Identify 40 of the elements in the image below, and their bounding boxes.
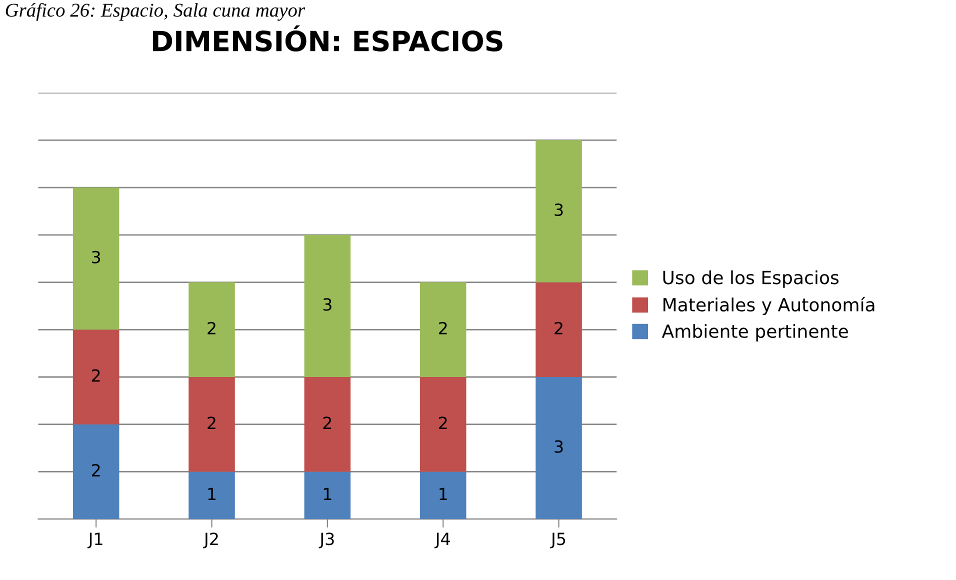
- bar: [420, 377, 466, 472]
- bar: [188, 472, 235, 520]
- data-label: 2: [92, 464, 100, 476]
- data-label: 2: [208, 416, 216, 429]
- bar: [536, 140, 582, 282]
- x-tick-label: J5: [550, 532, 566, 548]
- bar: [304, 377, 351, 472]
- legend-label: Materiales y Autonomía: [664, 296, 874, 316]
- data-label: 3: [323, 298, 332, 311]
- bar: [304, 472, 351, 520]
- data-label: 2: [92, 369, 100, 382]
- bar: [72, 188, 120, 330]
- text: Gráfico 26: Espacio, Sala cuna mayor: [6, 2, 306, 21]
- data-label: 1: [440, 488, 447, 500]
- x-tick-label: J1: [87, 532, 102, 548]
- legend-label: Ambiente pertinente: [662, 324, 848, 342]
- data-label: 2: [439, 416, 447, 429]
- x-tick-label: J4: [434, 532, 450, 548]
- bar: [536, 377, 582, 520]
- bar: [188, 377, 235, 472]
- bar: [304, 234, 351, 377]
- data-label: 3: [554, 440, 563, 453]
- data-label: 2: [323, 416, 332, 429]
- x-tick-label: J2: [203, 532, 218, 548]
- data-label: 1: [324, 488, 332, 500]
- bar: [188, 282, 235, 377]
- bar: [420, 472, 466, 520]
- chart-title: DIMENSIÓN: ESPACIOS: [153, 25, 502, 52]
- data-label: 2: [554, 322, 562, 334]
- legend-label: Uso de los Espacios: [663, 270, 839, 288]
- bar: [420, 282, 466, 377]
- x-tick-label: J3: [318, 532, 334, 548]
- data-label: 1: [208, 488, 216, 500]
- bar: [536, 282, 582, 377]
- bar: [72, 424, 120, 520]
- data-label: 2: [208, 322, 216, 334]
- data-label: 3: [92, 250, 100, 264]
- data-label: 3: [554, 203, 563, 216]
- bar: [72, 330, 120, 424]
- data-label: 2: [439, 322, 447, 334]
